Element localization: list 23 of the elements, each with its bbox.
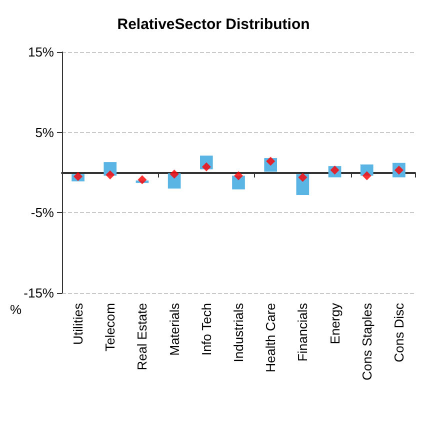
- y-tick-label: -15%: [24, 286, 54, 300]
- x-tick-label: Energy: [327, 302, 342, 344]
- y-axis-title: %: [10, 302, 22, 317]
- x-tick-label: Materials: [166, 302, 182, 356]
- x-tick-label: Real Estate: [134, 303, 150, 370]
- y-tick-label: 15%: [28, 44, 54, 60]
- chart-title: RelativeSector Distribution: [117, 16, 310, 33]
- y-tick-label: -5%: [30, 205, 54, 220]
- point: [138, 175, 147, 184]
- point: [362, 171, 372, 180]
- point: [106, 170, 115, 180]
- x-tick-label: Telecom: [102, 303, 118, 352]
- x-tick-label: Info Tech: [198, 303, 214, 356]
- x-tick-label: Financials: [295, 302, 310, 362]
- point: [234, 171, 243, 180]
- x-tick-label: Utilities: [70, 302, 86, 345]
- y-tick-label: 5%: [35, 124, 54, 140]
- x-tick-label: Industrials: [231, 302, 246, 362]
- x-tick-label: Health Care: [263, 303, 278, 372]
- x-tick-label: Cons Disc: [391, 302, 406, 362]
- point: [298, 172, 308, 182]
- x-tick-label: Cons Staples: [359, 302, 374, 380]
- point: [170, 170, 179, 179]
